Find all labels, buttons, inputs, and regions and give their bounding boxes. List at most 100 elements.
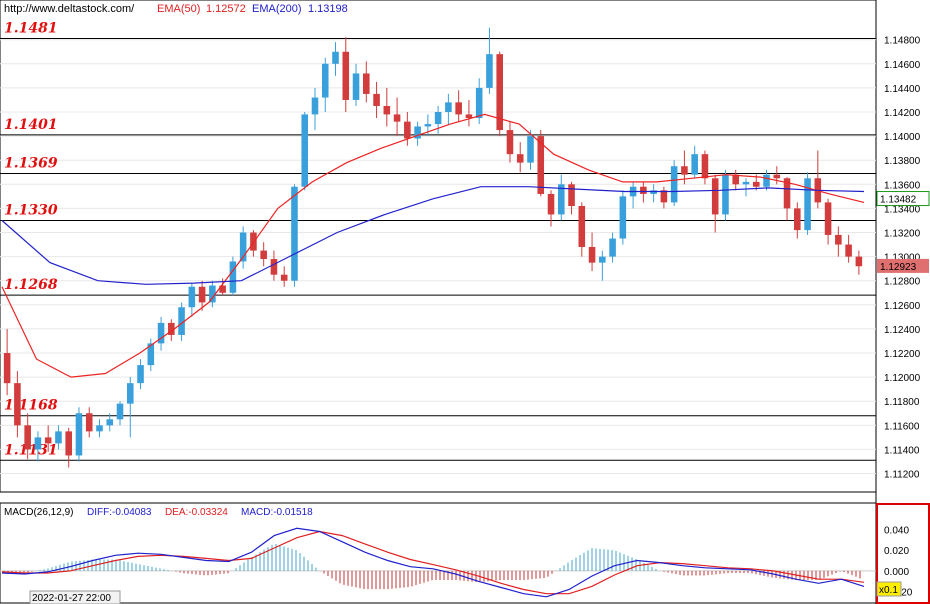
price-tick-label: 1.12600 (884, 301, 921, 312)
candle-body (404, 121, 411, 139)
candle-body (599, 256, 606, 263)
candle-body (321, 63, 329, 98)
candle-body (373, 93, 380, 106)
macd-diff-line (1, 527, 865, 598)
candle-body (434, 112, 442, 125)
macd-diff: DIFF:-0.04083 (87, 507, 152, 518)
candle-body (414, 126, 421, 139)
price-tick-label: 1.12200 (884, 349, 921, 360)
candle-body (137, 365, 144, 384)
candle-body (188, 286, 196, 308)
price-tick-label: 1.12000 (884, 373, 921, 384)
candle-body (168, 322, 175, 335)
price-tick-label: 1.11200 (884, 470, 920, 481)
candle-body (342, 51, 350, 100)
level-label: 1.1268 (4, 277, 58, 293)
candle-body (681, 166, 688, 175)
candle-body (465, 114, 473, 119)
candle-body (506, 130, 514, 155)
level-label: 1.1168 (4, 398, 58, 414)
candle-body (691, 154, 698, 175)
candle-body (270, 259, 278, 275)
macd-axis-highlight (876, 503, 930, 604)
candle-body (670, 166, 678, 203)
candle-body (557, 184, 565, 215)
price-tick-label: 1.14000 (884, 132, 921, 143)
candle-body (547, 193, 555, 215)
last-price-marker: 1.12923 (880, 262, 917, 273)
ema200-value: 1.13198 (308, 3, 348, 15)
price-tick-label: 1.13800 (884, 156, 921, 167)
candle-body (660, 190, 668, 203)
price-tick-label: 1.13000 (884, 253, 921, 264)
macd-tick-label: 0.040 (884, 525, 909, 536)
macd-dea: DEA:-0.03324 (165, 507, 228, 518)
candle-body (209, 285, 216, 303)
header-url[interactable]: http://www.deltastock.com/ (4, 3, 135, 15)
candle-body (794, 208, 801, 231)
macd-dea-line (1, 530, 865, 595)
ema50-value: 1.12572 (206, 3, 246, 15)
candle-body (116, 403, 124, 420)
price-axis: 1.14800 1.14600 1.14400 1.14200 1.14000 1.138… (876, 36, 930, 481)
level-label: 1.1401 (4, 117, 58, 133)
candle-body (178, 307, 185, 335)
candle-body (239, 232, 247, 262)
price-grid (0, 39, 876, 475)
candle-body (311, 97, 319, 115)
candle-body (609, 238, 616, 257)
date-label-box (29, 590, 121, 604)
candle-body (96, 425, 103, 432)
macd-tick-label: 0.020 (884, 546, 909, 557)
price-tick-label: 1.14200 (884, 108, 921, 119)
candle-body (455, 102, 462, 115)
ema50-label: EMA(50) (157, 3, 200, 15)
candle-body (352, 73, 360, 100)
candle-body (301, 114, 309, 187)
candle-body (291, 186, 298, 281)
candle-body (393, 114, 401, 122)
candle-body (835, 234, 842, 245)
candle-body (424, 124, 432, 127)
price-tick-label: 1.11800 (884, 397, 920, 408)
macd-series (0, 527, 876, 598)
ema200-marker: 1.13482 (880, 195, 917, 206)
candle-body (44, 437, 52, 444)
candle-body (619, 196, 627, 239)
candle-body (527, 136, 534, 163)
candle-body (722, 174, 729, 215)
candle-body (845, 244, 852, 257)
ema200-line (1, 186, 865, 285)
candle-body (588, 246, 596, 263)
level-label: 1.1481 (4, 20, 58, 36)
candle-body (229, 261, 237, 293)
candle-body (650, 190, 657, 194)
candle-body (824, 202, 832, 235)
scale-badge-box[interactable] (876, 581, 902, 597)
candle-body (157, 322, 165, 344)
macd-title: MACD(26,12,9) (4, 507, 73, 518)
candlestick-series (3, 27, 863, 468)
candle-body (486, 54, 493, 88)
candle-body (260, 250, 267, 260)
ema200-label: EMA(200) (252, 3, 302, 15)
candle-body (3, 353, 11, 384)
price-tick-label: 1.13200 (884, 229, 921, 240)
macd-value: MACD:-0.01518 (241, 507, 313, 518)
price-tick-label: 1.12800 (884, 277, 921, 288)
ema-lines (1, 113, 865, 378)
candle-body (219, 285, 226, 293)
price-tick-label: 1.13400 (884, 204, 921, 215)
candle-body (537, 136, 545, 194)
macd-tick-label: 0.000 (884, 567, 909, 578)
candle-body (65, 431, 72, 456)
candle-body (701, 154, 709, 179)
level-label: 1.1369 (4, 155, 58, 171)
candle-body (496, 54, 503, 131)
price-tick-label: 1.11600 (884, 421, 920, 432)
price-tick-label: 1.13600 (884, 180, 921, 191)
candle-body (783, 178, 791, 209)
scale-badge[interactable]: x0.1 (879, 585, 898, 596)
